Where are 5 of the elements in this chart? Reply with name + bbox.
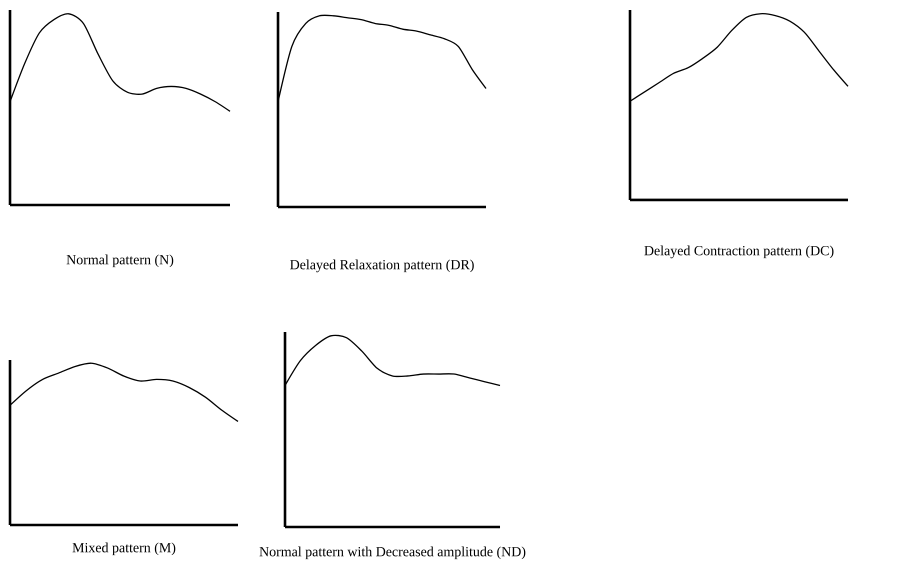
text: Normal pattern (N) [66, 254, 174, 268]
text: Mixed pattern (M) [72, 542, 176, 556]
text: Normal pattern with Decreased amplitude (ND) [259, 546, 526, 560]
text: Delayed Relaxation pattern (DR) [290, 260, 474, 272]
text: Delayed Contraction pattern (DC) [644, 246, 834, 258]
